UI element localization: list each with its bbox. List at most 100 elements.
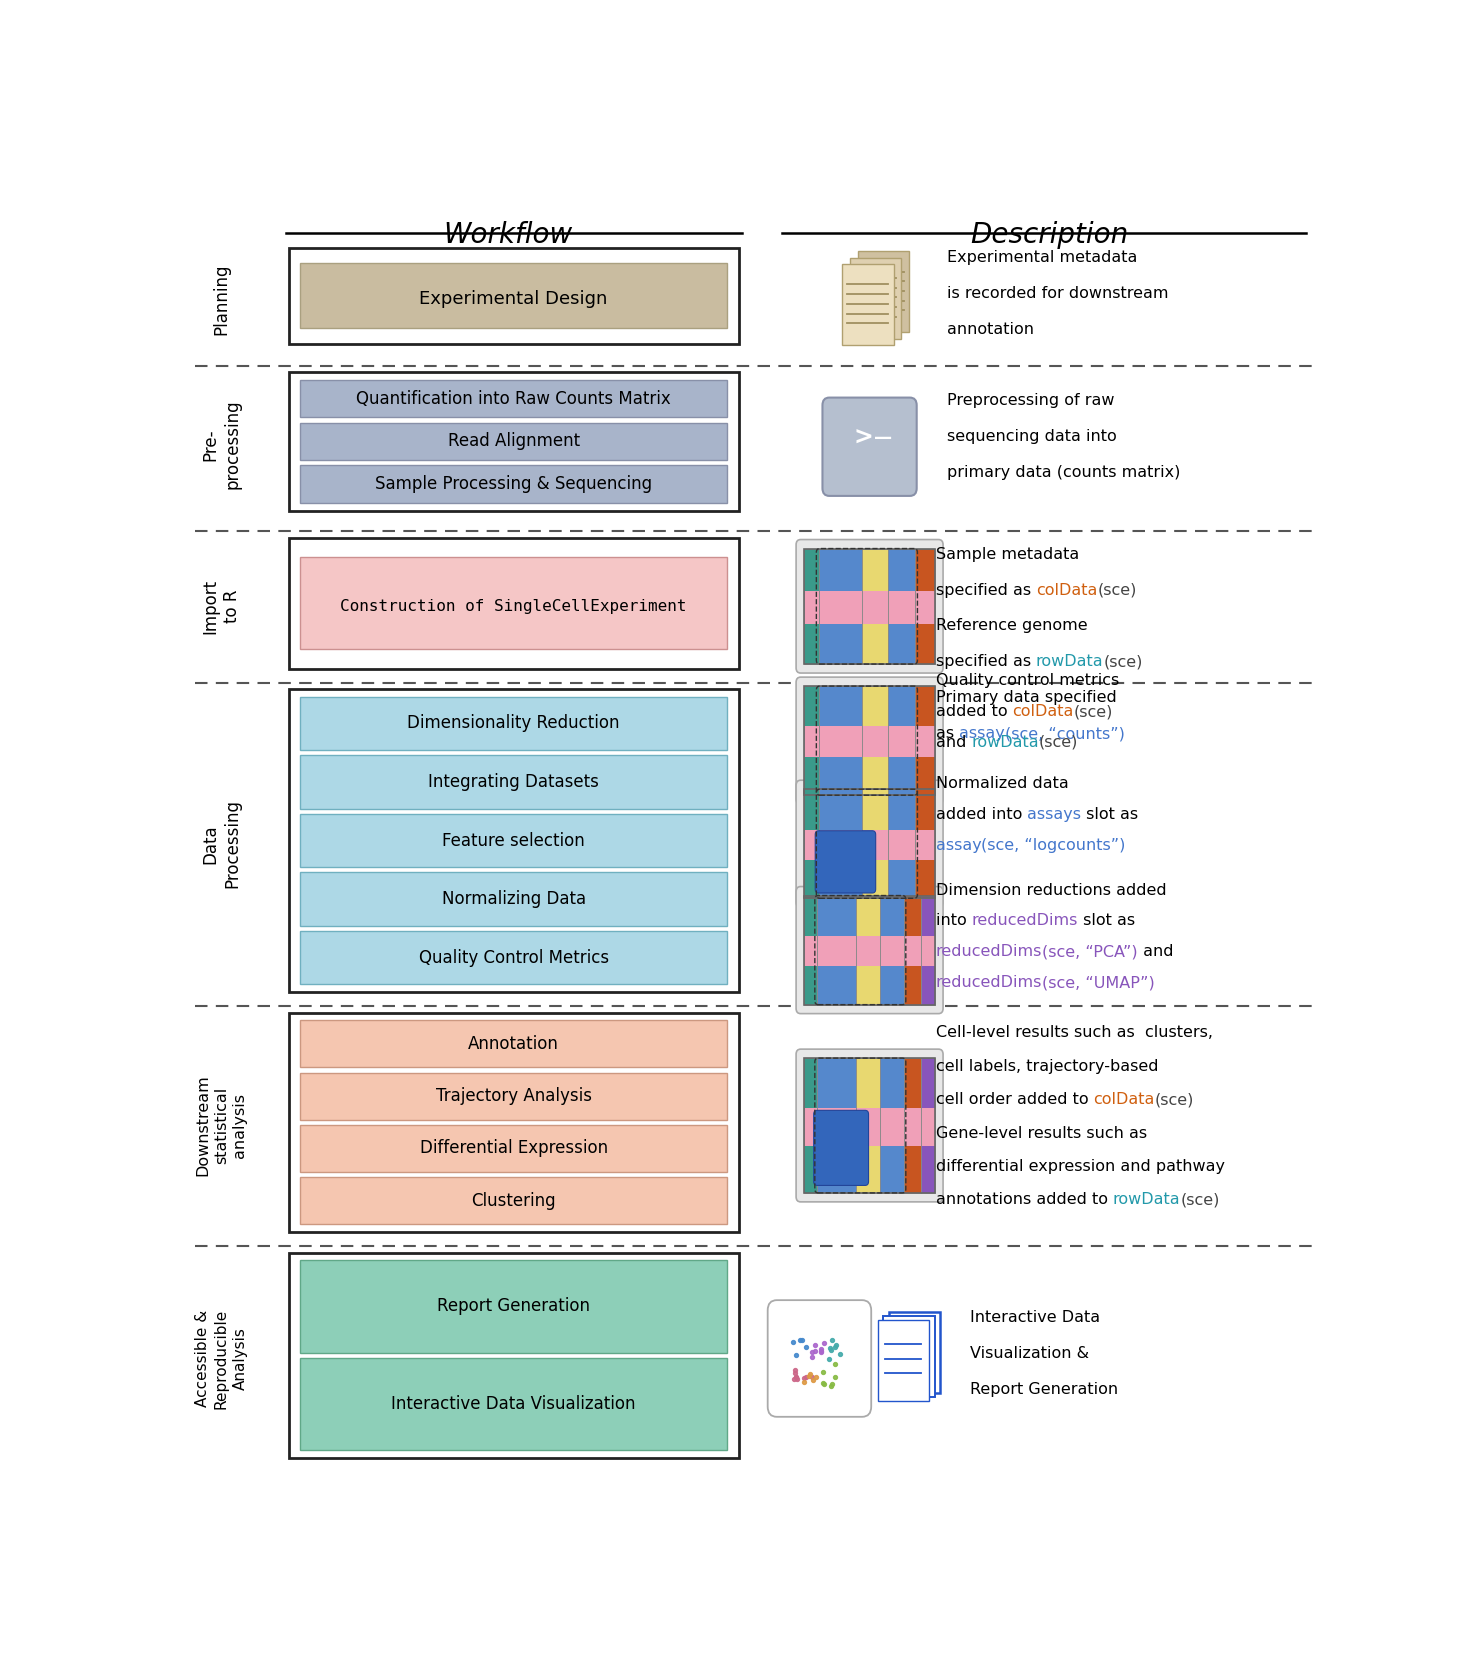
- Text: primary data (counts matrix): primary data (counts matrix): [947, 465, 1180, 480]
- FancyBboxPatch shape: [300, 422, 728, 460]
- Text: annotation: annotation: [947, 322, 1033, 337]
- FancyBboxPatch shape: [300, 263, 728, 328]
- Point: [819, 1337, 842, 1364]
- Text: slot as: slot as: [1078, 914, 1135, 929]
- Text: sequencing data into: sequencing data into: [947, 428, 1117, 443]
- Text: (sce): (sce): [1155, 1092, 1194, 1107]
- Text: specified as: specified as: [936, 582, 1036, 597]
- Text: cell order added to: cell order added to: [936, 1092, 1094, 1107]
- Point: [788, 1327, 811, 1354]
- Text: differential expression and pathway: differential expression and pathway: [936, 1159, 1225, 1174]
- Point: [784, 1357, 807, 1384]
- Point: [811, 1359, 835, 1385]
- FancyBboxPatch shape: [300, 1072, 728, 1120]
- Text: slot as: slot as: [1080, 807, 1138, 822]
- FancyBboxPatch shape: [804, 1109, 935, 1145]
- FancyBboxPatch shape: [861, 548, 888, 663]
- Point: [823, 1350, 847, 1377]
- Text: Experimental Design: Experimental Design: [419, 290, 607, 308]
- Text: Preprocessing of raw: Preprocessing of raw: [947, 393, 1114, 408]
- FancyBboxPatch shape: [916, 788, 935, 899]
- FancyBboxPatch shape: [861, 788, 888, 899]
- Text: Quantification into Raw Counts Matrix: Quantification into Raw Counts Matrix: [356, 390, 670, 407]
- Text: (sce): (sce): [1097, 582, 1136, 597]
- FancyBboxPatch shape: [888, 687, 916, 795]
- Text: Dimension reductions added: Dimension reductions added: [936, 884, 1166, 899]
- Text: and: and: [936, 735, 972, 750]
- Text: cell labels, trajectory-based: cell labels, trajectory-based: [936, 1059, 1158, 1074]
- Point: [823, 1334, 847, 1360]
- Text: (sce): (sce): [1073, 703, 1113, 718]
- Text: assay: assay: [958, 727, 1004, 742]
- Text: Import
to R: Import to R: [201, 578, 241, 633]
- Text: (sce, “counts”): (sce, “counts”): [1004, 727, 1125, 742]
- Text: Report Generation: Report Generation: [970, 1382, 1119, 1397]
- FancyBboxPatch shape: [300, 1359, 728, 1450]
- Text: rowData: rowData: [972, 735, 1039, 750]
- FancyBboxPatch shape: [850, 258, 901, 338]
- Text: Visualization &: Visualization &: [970, 1345, 1089, 1360]
- FancyBboxPatch shape: [819, 548, 861, 663]
- FancyBboxPatch shape: [300, 1260, 728, 1352]
- FancyBboxPatch shape: [861, 687, 888, 795]
- Text: Feature selection: Feature selection: [442, 832, 585, 850]
- Text: assay: assay: [936, 839, 982, 854]
- Text: and: and: [1138, 944, 1173, 959]
- Point: [813, 1370, 836, 1397]
- Point: [795, 1364, 819, 1390]
- Text: Normalizing Data: Normalizing Data: [441, 890, 585, 909]
- Point: [784, 1360, 807, 1387]
- Text: >: >: [854, 425, 873, 450]
- FancyBboxPatch shape: [904, 1059, 922, 1194]
- Text: Differential Expression: Differential Expression: [419, 1140, 607, 1157]
- Point: [785, 1342, 808, 1369]
- FancyBboxPatch shape: [804, 935, 935, 967]
- FancyBboxPatch shape: [804, 592, 935, 623]
- Text: Integrating Datasets: Integrating Datasets: [428, 773, 598, 792]
- Text: added into: added into: [936, 807, 1028, 822]
- Text: Accessible &
Reproducible
Analysis: Accessible & Reproducible Analysis: [196, 1309, 247, 1409]
- FancyBboxPatch shape: [819, 687, 861, 795]
- FancyBboxPatch shape: [767, 1300, 872, 1417]
- FancyBboxPatch shape: [804, 548, 819, 663]
- Text: Interactive Data: Interactive Data: [970, 1310, 1100, 1325]
- Text: specified as: specified as: [936, 655, 1036, 670]
- Text: Dimensionality Reduction: Dimensionality Reduction: [407, 715, 620, 732]
- FancyBboxPatch shape: [797, 887, 944, 1014]
- FancyBboxPatch shape: [858, 252, 910, 332]
- FancyBboxPatch shape: [288, 1252, 738, 1459]
- Text: Workflow: Workflow: [444, 220, 573, 248]
- Point: [817, 1345, 841, 1372]
- FancyBboxPatch shape: [804, 895, 817, 1005]
- FancyBboxPatch shape: [797, 540, 944, 673]
- Text: Sample Processing & Sequencing: Sample Processing & Sequencing: [375, 475, 653, 493]
- Point: [792, 1365, 816, 1392]
- Text: Data
Processing: Data Processing: [201, 798, 241, 889]
- Text: reducedDims: reducedDims: [936, 975, 1042, 990]
- FancyBboxPatch shape: [889, 1312, 941, 1394]
- FancyBboxPatch shape: [879, 895, 904, 1005]
- FancyBboxPatch shape: [888, 788, 916, 899]
- Text: assays: assays: [1028, 807, 1080, 822]
- Point: [782, 1329, 806, 1355]
- Point: [809, 1337, 832, 1364]
- FancyBboxPatch shape: [883, 1317, 935, 1397]
- Point: [804, 1364, 828, 1390]
- Text: Clustering: Clustering: [472, 1192, 556, 1210]
- FancyBboxPatch shape: [856, 1059, 879, 1194]
- Text: (sce, “UMAP”): (sce, “UMAP”): [1042, 975, 1155, 990]
- FancyBboxPatch shape: [288, 372, 738, 510]
- FancyBboxPatch shape: [804, 727, 935, 757]
- Text: (sce): (sce): [1104, 655, 1142, 670]
- FancyBboxPatch shape: [916, 548, 935, 663]
- FancyBboxPatch shape: [300, 380, 728, 417]
- FancyBboxPatch shape: [922, 1059, 935, 1194]
- FancyBboxPatch shape: [300, 755, 728, 808]
- Point: [785, 1364, 808, 1390]
- FancyBboxPatch shape: [300, 697, 728, 750]
- Text: Trajectory Analysis: Trajectory Analysis: [435, 1087, 591, 1105]
- FancyBboxPatch shape: [300, 1177, 728, 1224]
- FancyBboxPatch shape: [797, 677, 944, 803]
- Text: Reference genome: Reference genome: [936, 618, 1088, 633]
- Text: Pre-
processing: Pre- processing: [201, 400, 241, 490]
